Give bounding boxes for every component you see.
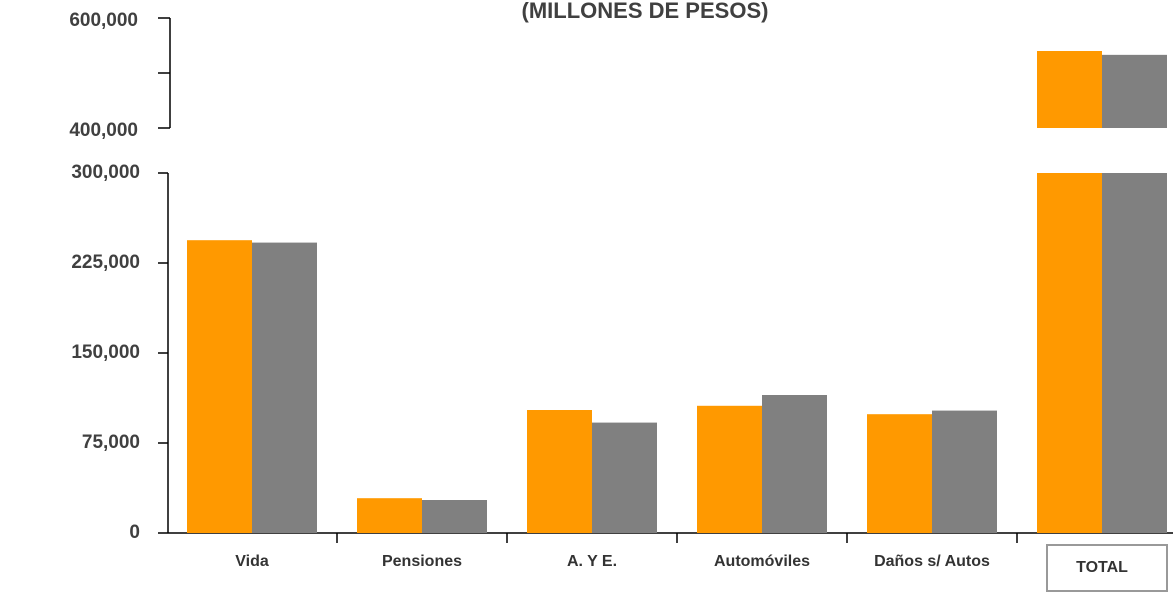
y-tick-label: 300,000 bbox=[71, 162, 140, 183]
bar bbox=[932, 410, 997, 533]
total-box bbox=[1046, 544, 1168, 592]
y-tick-label: 0 bbox=[129, 522, 140, 543]
chart-title: (MILLONES DE PESOS) bbox=[522, 0, 769, 23]
bar-lower-part bbox=[1037, 173, 1102, 533]
x-tick-label: Pensiones bbox=[382, 553, 462, 570]
x-tick-label: Vida bbox=[235, 553, 269, 570]
y-tick-label: 150,000 bbox=[71, 342, 140, 363]
bar bbox=[422, 500, 487, 533]
bar bbox=[357, 498, 422, 533]
y-tick-label: 225,000 bbox=[71, 252, 140, 273]
bar bbox=[762, 395, 827, 533]
x-tick-label: A. Y E. bbox=[567, 553, 617, 570]
upper-y-tick-label: 400,000 bbox=[69, 120, 138, 141]
bar bbox=[187, 240, 252, 533]
upper-y-tick-label: 600,000 bbox=[69, 10, 138, 31]
bar bbox=[592, 422, 657, 533]
bar-upper-part bbox=[1102, 54, 1167, 128]
bar bbox=[697, 405, 762, 533]
bar bbox=[252, 242, 317, 533]
bar bbox=[527, 410, 592, 533]
x-tick-label: Automóviles bbox=[714, 553, 810, 570]
y-tick-label: 75,000 bbox=[82, 432, 140, 453]
bar-upper-part bbox=[1037, 51, 1102, 128]
x-tick-label: Daños s/ Autos bbox=[874, 553, 990, 570]
bar bbox=[867, 414, 932, 533]
x-tick-label: TOTAL bbox=[1076, 559, 1128, 576]
bar-lower-part bbox=[1102, 173, 1167, 533]
